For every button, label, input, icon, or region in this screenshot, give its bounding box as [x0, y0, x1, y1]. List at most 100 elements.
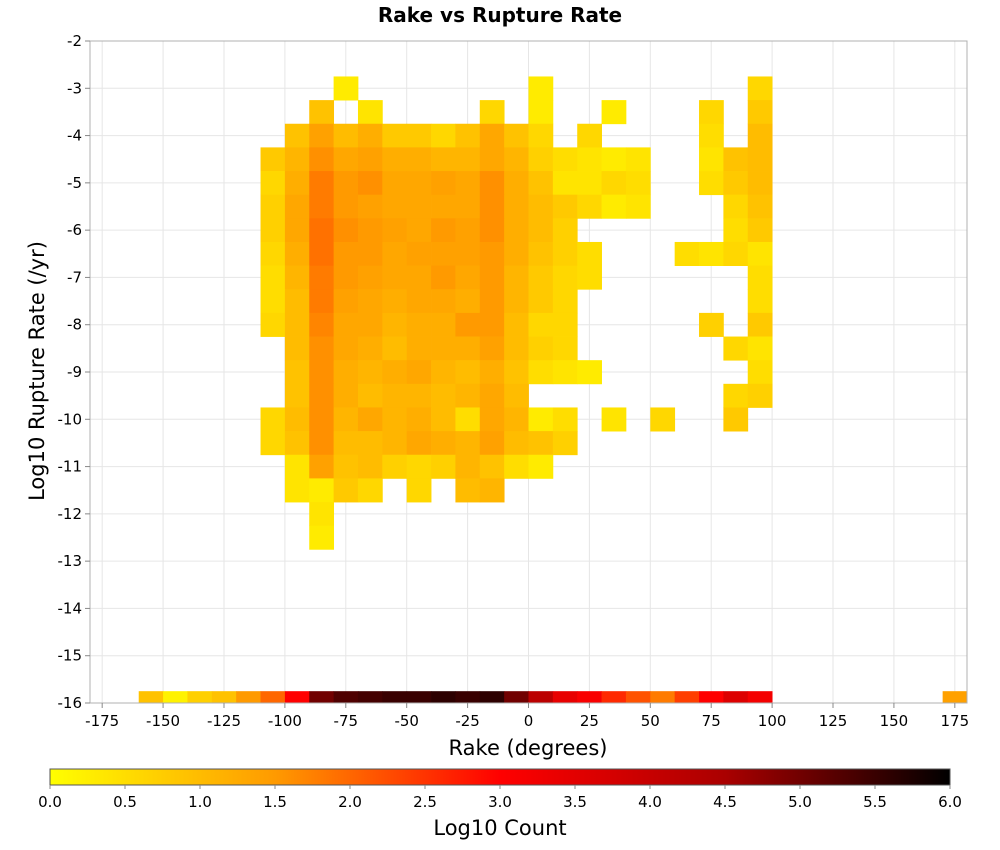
heatmap-cell [406, 478, 432, 503]
y-tick-label: -5 [67, 174, 82, 192]
heatmap-cell [479, 100, 505, 125]
heatmap-cell [747, 312, 773, 337]
heatmap-cell [504, 454, 529, 479]
y-tick-label: -14 [58, 599, 83, 617]
heatmap-cell [284, 194, 310, 219]
heatmap-cell [455, 147, 481, 172]
heatmap-cell [455, 312, 481, 337]
heatmap-cell [504, 312, 529, 337]
heatmap-cell [479, 383, 505, 408]
heatmap-cell [333, 454, 359, 479]
heatmap-cell [747, 383, 773, 408]
heatmap-cell [357, 383, 383, 408]
heatmap-cell [479, 289, 505, 314]
heatmap-cell [138, 691, 164, 704]
heatmap-cell [357, 241, 383, 266]
heatmap-cell [431, 360, 456, 385]
heatmap-cell [552, 265, 578, 290]
y-tick-label: -10 [58, 410, 83, 428]
heatmap-cell [260, 312, 286, 337]
heatmap-cell [747, 171, 773, 196]
heatmap-cell [431, 147, 456, 172]
heatmap-cell [479, 336, 505, 361]
x-tick-label: -50 [394, 712, 419, 730]
heatmap-cell [455, 218, 481, 243]
heatmap-cell [333, 691, 359, 704]
heatmap-cell [260, 265, 286, 290]
heatmap-cell [577, 123, 602, 148]
heatmap-cell [625, 147, 651, 172]
heatmap-cell [455, 171, 481, 196]
heatmap-cell [577, 265, 602, 290]
heatmap-cell [479, 360, 505, 385]
colorbar-gradient [49, 768, 951, 786]
heatmap-cell [528, 265, 554, 290]
heatmap-cell [504, 383, 529, 408]
heatmap-cell [431, 431, 456, 456]
heatmap-cell [309, 218, 335, 243]
x-axis-label: Rake (degrees) [449, 736, 608, 760]
heatmap-cell [284, 265, 310, 290]
heatmap-cell [260, 431, 286, 456]
colorbar-tick-label: 4.0 [638, 793, 662, 811]
heatmap-cell [357, 454, 383, 479]
heatmap-cell [382, 454, 408, 479]
heatmap-cell [577, 171, 602, 196]
heatmap-cell [528, 100, 554, 125]
heatmap-cell [309, 194, 335, 219]
heatmap-cell [528, 76, 554, 101]
y-tick-label: -3 [67, 79, 82, 97]
heatmap-cell [406, 241, 432, 266]
heatmap-cell [309, 502, 335, 527]
heatmap-cell [723, 407, 749, 432]
heatmap-cell [357, 691, 383, 704]
heatmap-cell [552, 407, 578, 432]
heatmap-cell [333, 289, 359, 314]
heatmap-cell [284, 336, 310, 361]
heatmap-cell [284, 123, 310, 148]
y-tick-label: -9 [67, 363, 82, 381]
heatmap-cell [723, 336, 749, 361]
heatmap-cell [577, 360, 602, 385]
colorbar-tick-label: 5.0 [788, 793, 812, 811]
heatmap-cell [333, 123, 359, 148]
heatmap-cell [455, 123, 481, 148]
heatmap-cell [528, 691, 554, 704]
heatmap-cell [333, 383, 359, 408]
heatmap-cell [650, 407, 676, 432]
heatmap-cell [601, 100, 627, 125]
heatmap-cell [406, 289, 432, 314]
heatmap-cell [309, 289, 335, 314]
heatmap-cell [674, 241, 700, 266]
heatmap-cell [625, 194, 651, 219]
heatmap-cell [455, 241, 481, 266]
heatmap-cell [284, 289, 310, 314]
heatmap-cell [406, 123, 432, 148]
heatmap-cell [504, 431, 529, 456]
heatmap-cell [406, 336, 432, 361]
heatmap-cell [382, 265, 408, 290]
heatmap-cell [552, 360, 578, 385]
y-tick-label: -8 [67, 316, 82, 334]
heatmap-cell [357, 478, 383, 503]
heatmap-cell [479, 454, 505, 479]
colorbar-tick-label: 0.0 [38, 793, 62, 811]
x-tick-label: -175 [85, 712, 119, 730]
x-tick-label: 0 [524, 712, 534, 730]
y-tick-label: -11 [58, 458, 83, 476]
heatmap-cell [723, 171, 749, 196]
heatmap-cell [357, 265, 383, 290]
heatmap-cell [528, 454, 554, 479]
heatmap-cell [309, 171, 335, 196]
heatmap-cell [747, 360, 773, 385]
y-tick-label: -6 [67, 221, 82, 239]
heatmap-cells [138, 76, 968, 704]
heatmap-cell [552, 147, 578, 172]
heatmap-cell [357, 171, 383, 196]
heatmap-cell [528, 218, 554, 243]
heatmap-cell [333, 265, 359, 290]
heatmap-cell [699, 100, 724, 125]
heatmap-cell [406, 407, 432, 432]
heatmap-cell [382, 241, 408, 266]
heatmap-cell [552, 431, 578, 456]
